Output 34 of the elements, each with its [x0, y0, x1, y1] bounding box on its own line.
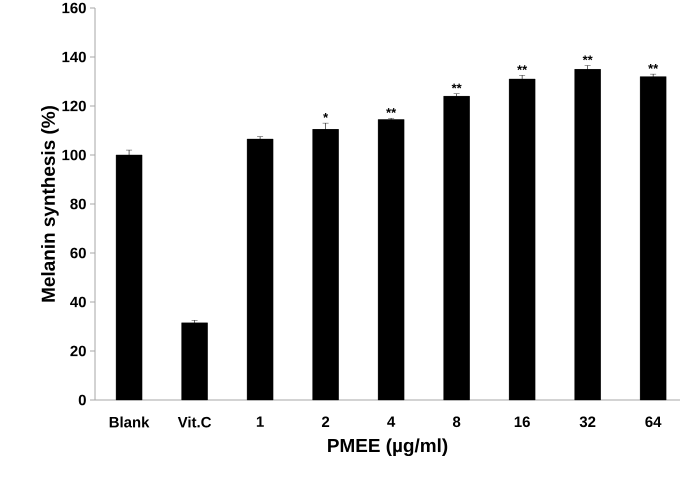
- x-tick-label: 32: [580, 416, 596, 428]
- y-tick-label: 160: [62, 2, 86, 14]
- y-tick-label: 20: [70, 346, 86, 356]
- x-tick-label: 4: [387, 416, 396, 427]
- x-tick-label: Blank: [110, 416, 150, 428]
- y-tick-label: 100: [62, 150, 86, 160]
- x-tick-label: 16: [514, 416, 530, 428]
- annotation: **: [386, 108, 396, 113]
- y-axis-title: Melanin synthesis (%): [41, 106, 59, 302]
- y-tick-label: 0: [78, 394, 86, 406]
- annotation: **: [452, 84, 462, 88]
- bar: [378, 119, 404, 400]
- bar: [508, 78, 536, 400]
- bar: [640, 76, 666, 400]
- x-tick-label: 8: [452, 416, 460, 428]
- x-tick-label: 64: [645, 416, 662, 428]
- bar: [181, 322, 208, 400]
- annotation: *: [323, 113, 328, 118]
- bar: [116, 154, 142, 400]
- y-tick-label: 140: [62, 52, 86, 62]
- y-tick-label: 80: [70, 198, 86, 210]
- x-tick-label: 2: [322, 416, 330, 427]
- annotation: **: [517, 65, 528, 70]
- y-tick-label: 120: [62, 100, 86, 112]
- bar: [443, 96, 470, 400]
- bar: [246, 138, 274, 400]
- x-tick-label: 1: [256, 416, 264, 427]
- x-axis-title: PMEE (µg/ml): [328, 438, 448, 456]
- x-tick-label: Vit.C: [178, 416, 212, 428]
- annotation: **: [648, 64, 658, 69]
- y-tick-label: 40: [70, 296, 86, 308]
- bar: [574, 69, 601, 400]
- y-tick-label: 60: [70, 248, 86, 258]
- annotation: **: [582, 55, 593, 60]
